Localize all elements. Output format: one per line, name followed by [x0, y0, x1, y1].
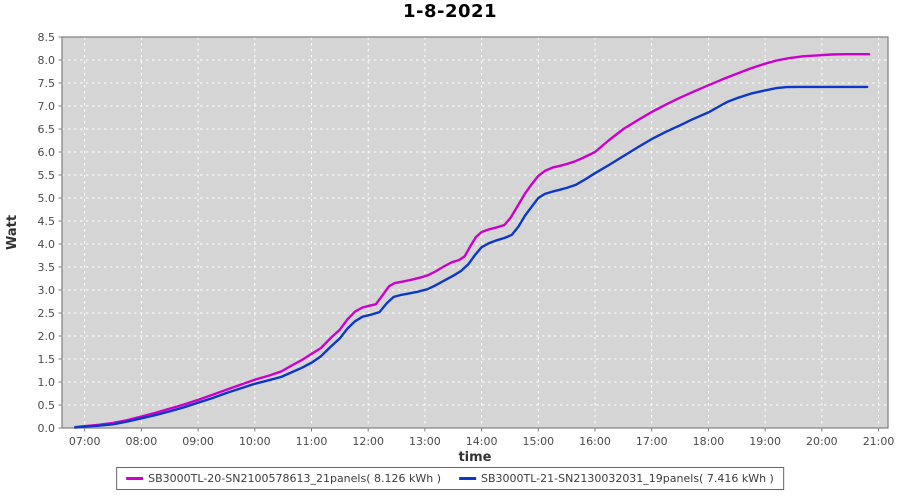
y-tick-label: 7.5	[38, 77, 56, 90]
plot-border	[61, 36, 889, 429]
y-tick-label: 6.5	[38, 123, 56, 136]
x-tick-label: 17:00	[636, 435, 668, 448]
y-tick-label: 4.0	[38, 238, 56, 251]
x-tick-label: 12:00	[352, 435, 384, 448]
x-tick-label: 21:00	[863, 435, 895, 448]
y-tick-label: 2.0	[38, 330, 56, 343]
plot-area	[62, 37, 888, 428]
x-tick-label: 15:00	[522, 435, 554, 448]
chart-title: 1-8-2021	[402, 1, 498, 22]
y-tick-label: 8.0	[38, 54, 56, 67]
x-tick-label: 08:00	[126, 435, 158, 448]
series-1-line-swatch	[126, 477, 144, 480]
x-tick-label: 19:00	[749, 435, 781, 448]
series-line-2	[73, 85, 869, 429]
x-tick-label: 09:00	[182, 435, 214, 448]
legend-item-series-2: SB3000TL-21-SN2130032031_19panels( 7.416…	[459, 472, 774, 485]
y-tick-label: 0.5	[38, 399, 56, 412]
x-tick-label: 11:00	[296, 435, 328, 448]
y-tick-label: 1.5	[38, 353, 56, 366]
y-tick-label: 2.5	[38, 307, 56, 320]
x-tick-label: 14:00	[466, 435, 498, 448]
y-tick-label: 8.5	[38, 31, 56, 44]
series-2-label: SB3000TL-21-SN2130032031_19panels( 7.416…	[481, 472, 774, 485]
series-line-1	[73, 53, 871, 429]
y-tick-label: 7.0	[38, 100, 56, 113]
y-tick-label: 3.0	[38, 284, 56, 297]
y-tick-label: 5.0	[38, 192, 56, 205]
x-tick-label: 10:00	[239, 435, 271, 448]
series-1-label: SB3000TL-20-SN2100578613_21panels( 8.126…	[148, 472, 441, 485]
legend: SB3000TL-20-SN2100578613_21panels( 8.126…	[116, 467, 784, 490]
y-tick-label: 0.0	[38, 422, 56, 435]
legend-item-series-1: SB3000TL-20-SN2100578613_21panels( 8.126…	[126, 472, 441, 485]
x-tick-label: 18:00	[693, 435, 725, 448]
y-axis-label: Watt	[5, 215, 20, 250]
y-tick-label: 5.5	[38, 169, 56, 182]
x-tick-label: 13:00	[409, 435, 441, 448]
x-tick-label: 07:00	[69, 435, 101, 448]
x-tick-label: 20:00	[806, 435, 838, 448]
x-tick-label: 16:00	[579, 435, 611, 448]
y-tick-label: 4.5	[38, 215, 56, 228]
y-tick-label: 6.0	[38, 146, 56, 159]
series-2-line-swatch	[459, 477, 476, 480]
y-tick-label: 3.5	[38, 261, 56, 274]
y-tick-label: 1.0	[38, 376, 56, 389]
x-axis-label: time	[458, 450, 491, 465]
